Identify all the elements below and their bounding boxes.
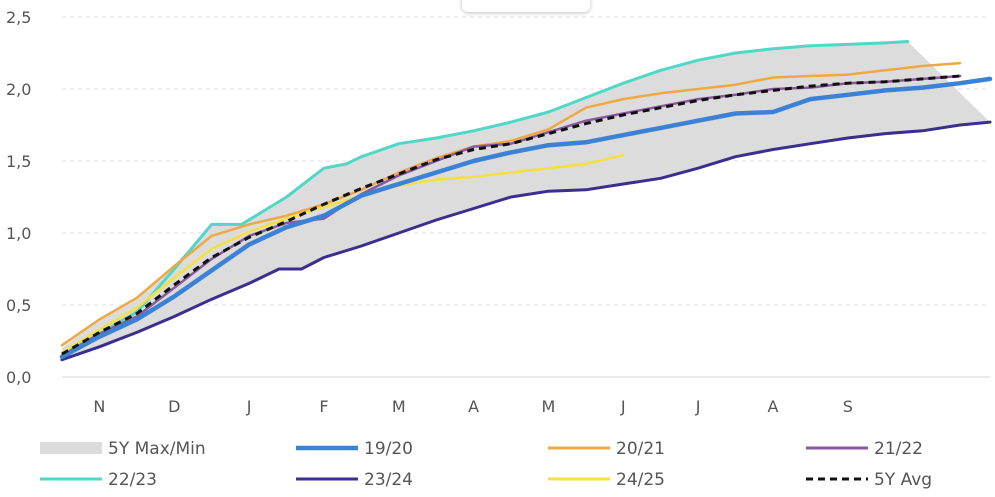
legend: 5Y Max/Min 19/20 20/21 21/22 22/23 23/24 24/25… bbox=[40, 439, 932, 490]
series-line-20-21 bbox=[60, 61, 962, 347]
legend-swatch-5y-max-min bbox=[40, 442, 102, 454]
x-tick-label: D bbox=[168, 397, 180, 416]
x-tick-label: J bbox=[620, 397, 626, 416]
y-tick-label: 2,0 bbox=[6, 80, 31, 99]
x-tick-label: F bbox=[319, 397, 328, 416]
x-tick-label: A bbox=[468, 397, 479, 416]
series-line-19-20 bbox=[59, 76, 993, 360]
y-axis: 0,0 0,5 1,0 1,5 2,0 2,5 bbox=[6, 8, 31, 387]
legend-label-23-24: 23/24 bbox=[364, 470, 413, 490]
legend-label-19-20: 19/20 bbox=[364, 439, 413, 459]
x-tick-label: J bbox=[695, 397, 701, 416]
series-line-5y-avg bbox=[61, 74, 961, 356]
y-tick-label: 2,5 bbox=[6, 8, 31, 27]
legend-label-22-23: 22/23 bbox=[108, 470, 157, 490]
tooltip-box bbox=[462, 0, 590, 12]
plot-area bbox=[59, 40, 993, 362]
x-tick-label: M bbox=[392, 397, 406, 416]
legend-label-5y-avg: 5Y Avg bbox=[874, 470, 932, 490]
x-tick-label: N bbox=[93, 397, 105, 416]
y-tick-label: 0,0 bbox=[6, 368, 31, 387]
legend-label-5y-max-min: 5Y Max/Min bbox=[108, 439, 206, 459]
max-min-band bbox=[62, 41, 990, 360]
y-tick-label: 1,5 bbox=[6, 152, 31, 171]
legend-label-24-25: 24/25 bbox=[616, 470, 665, 490]
series-line-24-25 bbox=[60, 153, 625, 354]
y-tick-label: 0,5 bbox=[6, 296, 31, 315]
y-tick-label: 1,0 bbox=[6, 224, 31, 243]
series-line-22-23 bbox=[60, 40, 910, 357]
x-tick-label: M bbox=[542, 397, 556, 416]
series-line-23-24 bbox=[60, 120, 992, 362]
legend-label-21-22: 21/22 bbox=[874, 439, 923, 459]
x-tick-label: A bbox=[767, 397, 778, 416]
legend-label-20-21: 20/21 bbox=[616, 439, 665, 459]
x-tick-label: S bbox=[843, 397, 853, 416]
x-tick-label: J bbox=[246, 397, 252, 416]
